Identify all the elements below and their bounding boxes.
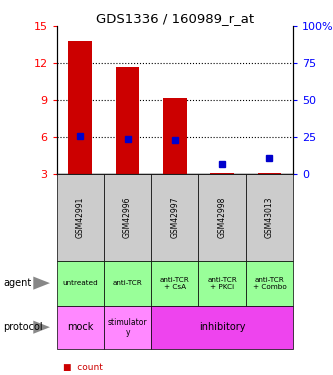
Bar bbox=[69, 41, 92, 174]
Text: GSM42991: GSM42991 bbox=[76, 197, 85, 238]
Text: anti-TCR
+ CsA: anti-TCR + CsA bbox=[160, 277, 190, 290]
Bar bbox=[246, 174, 293, 261]
Text: GSM42998: GSM42998 bbox=[217, 197, 227, 238]
Text: agent: agent bbox=[3, 278, 32, 288]
Text: mock: mock bbox=[67, 322, 94, 332]
Bar bbox=[151, 261, 198, 306]
Text: GSM43013: GSM43013 bbox=[265, 197, 274, 238]
Polygon shape bbox=[33, 321, 50, 334]
Text: inhibitory: inhibitory bbox=[199, 322, 245, 332]
Text: stimulator
y: stimulator y bbox=[108, 318, 147, 336]
Text: ■  count: ■ count bbox=[63, 363, 103, 372]
Text: GSM42997: GSM42997 bbox=[170, 197, 179, 238]
Bar bbox=[198, 174, 246, 261]
Bar bbox=[210, 173, 234, 174]
Bar bbox=[104, 174, 151, 261]
Bar bbox=[151, 174, 198, 261]
Bar bbox=[151, 306, 293, 349]
Bar bbox=[198, 261, 246, 306]
Text: protocol: protocol bbox=[3, 322, 43, 332]
Bar bbox=[246, 261, 293, 306]
Text: anti-TCR
+ Combo: anti-TCR + Combo bbox=[252, 277, 286, 290]
Bar bbox=[163, 98, 187, 174]
Text: anti-TCR
+ PKCi: anti-TCR + PKCi bbox=[207, 277, 237, 290]
Title: GDS1336 / 160989_r_at: GDS1336 / 160989_r_at bbox=[96, 12, 254, 25]
Text: anti-TCR: anti-TCR bbox=[113, 280, 143, 286]
Text: GSM42996: GSM42996 bbox=[123, 197, 132, 238]
Bar bbox=[258, 173, 281, 174]
Polygon shape bbox=[33, 277, 50, 290]
Bar bbox=[57, 261, 104, 306]
Bar bbox=[104, 261, 151, 306]
Text: untreated: untreated bbox=[62, 280, 98, 286]
Bar bbox=[57, 174, 104, 261]
Bar bbox=[116, 67, 139, 174]
Bar bbox=[57, 306, 104, 349]
Bar bbox=[104, 306, 151, 349]
